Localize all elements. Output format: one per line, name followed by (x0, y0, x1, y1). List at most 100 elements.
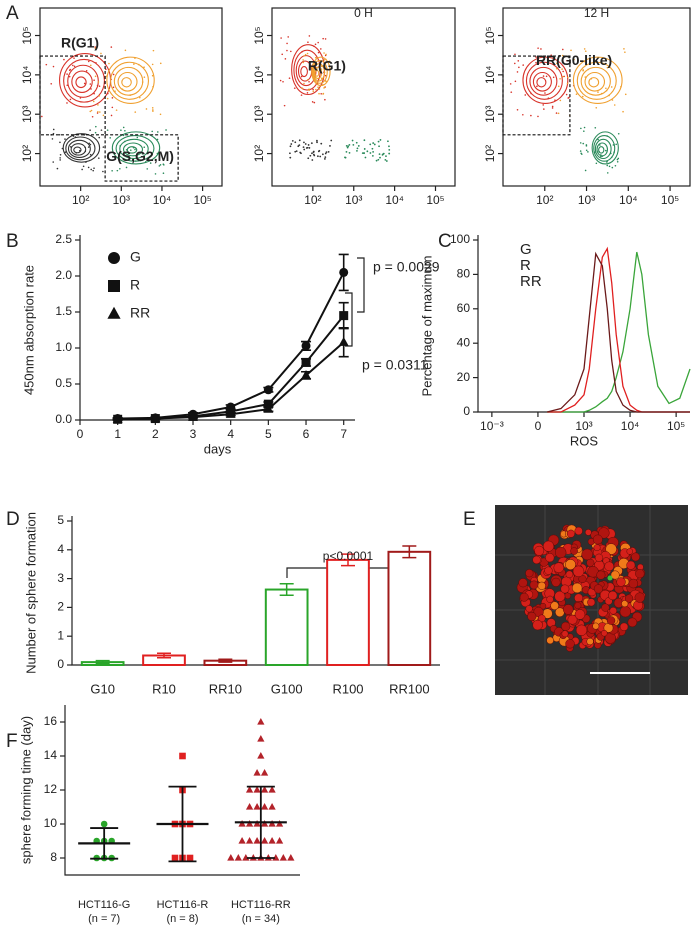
event-dot (98, 136, 101, 139)
event-dot (323, 65, 326, 67)
event-dot (111, 169, 113, 172)
contour (121, 77, 132, 88)
y-tick-label: 10⁴ (252, 66, 266, 85)
legend-label: G (520, 241, 532, 258)
marker (287, 854, 295, 861)
event-dot (311, 159, 314, 161)
contour (576, 61, 617, 100)
cell (604, 561, 615, 572)
event-dot (306, 79, 309, 81)
event-dot (537, 47, 539, 49)
event-dot (567, 76, 569, 79)
annotation: p<0.0001 (323, 549, 374, 563)
event-dot (125, 166, 128, 169)
event-dot (97, 81, 100, 83)
y-tick-label: 2.5 (55, 232, 72, 246)
event-dot (294, 150, 297, 153)
event-dot (388, 149, 391, 151)
x-tick-label: RR100 (389, 681, 429, 696)
cell (594, 553, 604, 562)
event-dot (345, 150, 348, 153)
cell (621, 600, 629, 608)
event-dot (565, 93, 568, 96)
event-dot (316, 139, 318, 142)
event-dot (52, 161, 55, 163)
y-axis-label: 450nm absorption rate (21, 265, 36, 395)
marker (179, 752, 186, 760)
event-dot (583, 130, 585, 132)
marker (238, 837, 246, 844)
event-dot (92, 169, 94, 172)
y-axis-label: sphere forming time (day) (18, 716, 33, 864)
event-dot (129, 149, 132, 151)
x-tick-label: (n = 8) (166, 913, 198, 925)
event-dot (377, 158, 380, 161)
bar (264, 588, 309, 667)
cell (571, 582, 583, 594)
y-tick-label: 3 (57, 571, 64, 585)
event-dot (91, 115, 94, 118)
marker (188, 411, 198, 421)
event-dot (156, 131, 159, 133)
marker (245, 786, 254, 793)
marker (301, 357, 311, 367)
event-dot (540, 48, 542, 50)
event-dot (297, 145, 300, 148)
event-dot (510, 91, 513, 93)
contour (593, 135, 616, 162)
event-dot (585, 149, 588, 152)
event-dot (151, 74, 154, 77)
event-dot (110, 114, 113, 117)
event-dot (543, 108, 545, 110)
cell (544, 566, 553, 575)
event-dot (557, 85, 560, 88)
event-dot (290, 143, 293, 145)
event-dot (378, 145, 380, 148)
x-tick-label: 10⁻³ (480, 419, 504, 433)
event-dot (90, 88, 92, 90)
x-tick-label: 7 (340, 427, 347, 441)
contour (106, 56, 155, 104)
cell (592, 622, 600, 630)
y-tick-label: 5 (57, 513, 64, 527)
event-dot (100, 129, 103, 131)
event-dot (158, 165, 161, 167)
event-dot (324, 156, 327, 158)
y-tick-label: 10⁴ (483, 66, 497, 85)
plot-frame (271, 7, 456, 187)
event-dot (159, 62, 162, 65)
event-dot (306, 146, 309, 149)
marker (339, 311, 349, 321)
event-dot (352, 143, 355, 146)
event-dot (89, 83, 92, 85)
marker (339, 267, 349, 277)
event-dot (328, 60, 331, 63)
event-dot (56, 167, 59, 170)
event-dot (356, 149, 358, 152)
error-bar (218, 658, 233, 663)
event-dot (355, 141, 358, 144)
cell (592, 534, 603, 545)
event-dot (303, 82, 305, 85)
event-dot (102, 170, 104, 173)
cell (628, 578, 639, 589)
event-dot (78, 149, 81, 152)
marker (253, 803, 261, 810)
event-dot (363, 148, 366, 150)
cell (532, 555, 541, 565)
event-dot (584, 169, 587, 172)
event-dot (373, 143, 376, 146)
event-dot (307, 144, 310, 146)
event-dot (318, 92, 320, 95)
event-dot (616, 158, 619, 161)
event-dot (92, 100, 95, 103)
event-dot (325, 53, 327, 56)
marker (112, 413, 123, 423)
cell (574, 526, 583, 536)
x-tick-label: 10⁴ (385, 193, 404, 207)
x-tick-label: 10³ (578, 193, 595, 207)
event-dot (562, 48, 564, 51)
event-dot (151, 63, 154, 66)
event-dot (308, 147, 311, 149)
event-dot (345, 144, 348, 147)
